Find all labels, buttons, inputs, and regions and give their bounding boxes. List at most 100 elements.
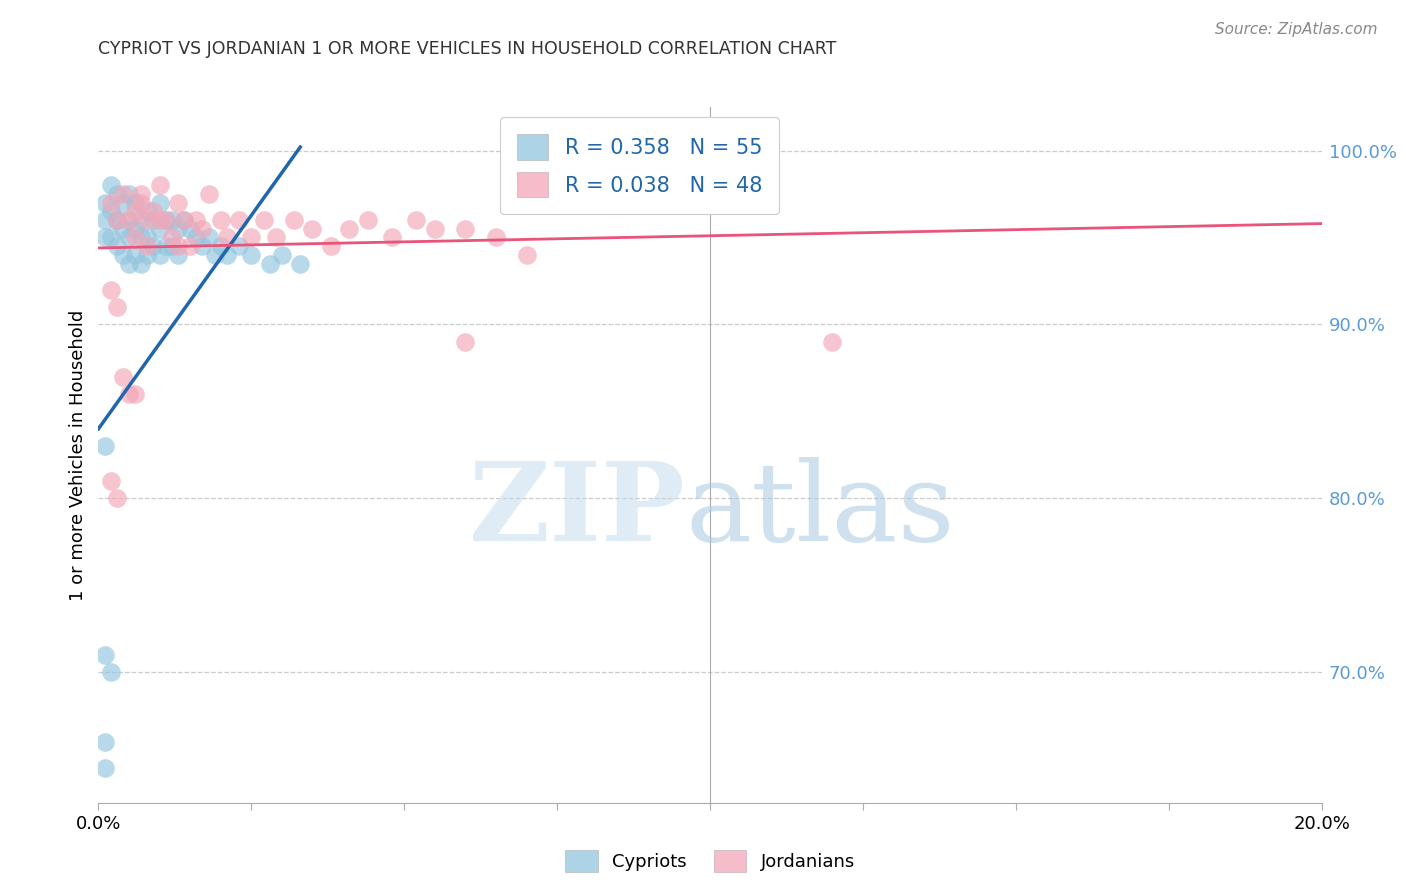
- Point: [105, 213, 128, 227]
- Point: [252, 213, 274, 227]
- Point: [111, 222, 134, 236]
- Point: [319, 239, 342, 253]
- Point: [173, 213, 195, 227]
- Point: [93, 439, 115, 453]
- Point: [209, 239, 232, 253]
- Point: [191, 239, 214, 253]
- Point: [93, 761, 115, 775]
- Point: [100, 204, 122, 219]
- Point: [129, 195, 152, 210]
- Point: [197, 230, 219, 244]
- Point: [167, 239, 190, 253]
- Point: [186, 230, 208, 244]
- Point: [142, 239, 165, 253]
- Point: [149, 195, 172, 210]
- Point: [454, 222, 477, 236]
- Point: [197, 187, 219, 202]
- Point: [381, 230, 404, 244]
- Point: [105, 300, 128, 314]
- Point: [204, 248, 226, 262]
- Point: [100, 230, 122, 244]
- Point: [111, 248, 134, 262]
- Point: [179, 222, 201, 236]
- Point: [136, 204, 159, 219]
- Text: ZIP: ZIP: [468, 457, 686, 564]
- Point: [240, 248, 263, 262]
- Point: [124, 230, 146, 244]
- Point: [93, 213, 115, 227]
- Point: [167, 248, 190, 262]
- Point: [454, 334, 477, 349]
- Point: [100, 283, 122, 297]
- Point: [129, 256, 152, 270]
- Point: [136, 248, 159, 262]
- Point: [290, 256, 312, 270]
- Point: [215, 248, 238, 262]
- Point: [149, 248, 172, 262]
- Point: [142, 204, 165, 219]
- Point: [100, 178, 122, 193]
- Point: [136, 230, 159, 244]
- Point: [100, 195, 122, 210]
- Point: [337, 222, 360, 236]
- Point: [259, 256, 281, 270]
- Point: [142, 213, 165, 227]
- Point: [228, 213, 250, 227]
- Text: atlas: atlas: [686, 457, 955, 564]
- Point: [301, 222, 323, 236]
- Point: [118, 230, 141, 244]
- Point: [155, 213, 177, 227]
- Point: [105, 491, 128, 506]
- Point: [155, 239, 177, 253]
- Point: [93, 195, 115, 210]
- Point: [105, 213, 128, 227]
- Point: [124, 195, 146, 210]
- Point: [149, 178, 172, 193]
- Point: [111, 195, 134, 210]
- Text: CYPRIOT VS JORDANIAN 1 OR MORE VEHICLES IN HOUSEHOLD CORRELATION CHART: CYPRIOT VS JORDANIAN 1 OR MORE VEHICLES …: [98, 40, 837, 58]
- Text: Source: ZipAtlas.com: Source: ZipAtlas.com: [1215, 22, 1378, 37]
- Point: [100, 474, 122, 488]
- Point: [129, 187, 152, 202]
- Point: [167, 222, 190, 236]
- Point: [136, 213, 159, 227]
- Point: [209, 213, 232, 227]
- Point: [160, 213, 183, 227]
- Point: [228, 239, 250, 253]
- Point: [167, 195, 190, 210]
- Point: [821, 334, 844, 349]
- Point: [105, 213, 128, 227]
- Legend: Cypriots, Jordanians: Cypriots, Jordanians: [553, 837, 868, 884]
- Point: [93, 735, 115, 749]
- Point: [186, 213, 208, 227]
- Point: [111, 187, 134, 202]
- Point: [516, 248, 538, 262]
- Point: [405, 213, 427, 227]
- Point: [173, 213, 195, 227]
- Point: [215, 230, 238, 244]
- Point: [118, 387, 141, 401]
- Point: [111, 369, 134, 384]
- Point: [240, 230, 263, 244]
- Point: [155, 213, 177, 227]
- Point: [160, 239, 183, 253]
- Point: [100, 665, 122, 680]
- Point: [93, 648, 115, 662]
- Point: [105, 187, 128, 202]
- Point: [283, 213, 305, 227]
- Point: [136, 239, 159, 253]
- Point: [264, 230, 287, 244]
- Point: [118, 256, 141, 270]
- Point: [118, 213, 141, 227]
- Point: [191, 222, 214, 236]
- Point: [124, 248, 146, 262]
- Point: [149, 222, 172, 236]
- Point: [270, 248, 292, 262]
- Point: [149, 213, 172, 227]
- Point: [124, 387, 146, 401]
- Point: [118, 213, 141, 227]
- Point: [129, 230, 152, 244]
- Point: [179, 239, 201, 253]
- Point: [423, 222, 446, 236]
- Point: [118, 187, 141, 202]
